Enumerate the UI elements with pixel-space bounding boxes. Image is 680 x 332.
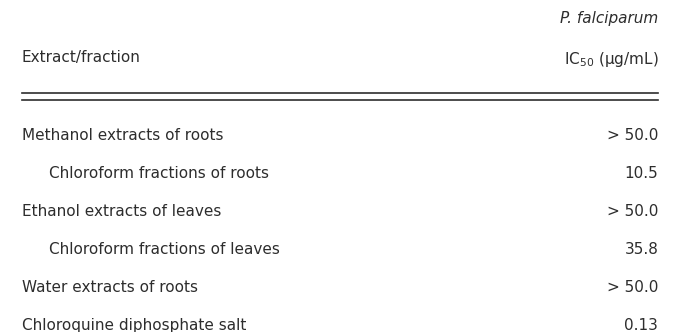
- Text: Ethanol extracts of leaves: Ethanol extracts of leaves: [22, 204, 221, 218]
- Text: 0.13: 0.13: [624, 317, 658, 332]
- Text: Chloroquine diphosphate salt: Chloroquine diphosphate salt: [22, 317, 246, 332]
- Text: Methanol extracts of roots: Methanol extracts of roots: [22, 127, 223, 142]
- Text: 10.5: 10.5: [624, 166, 658, 181]
- Text: P. falciparum: P. falciparum: [560, 11, 658, 26]
- Text: 35.8: 35.8: [624, 242, 658, 257]
- Text: Chloroform fractions of roots: Chloroform fractions of roots: [49, 166, 269, 181]
- Text: > 50.0: > 50.0: [607, 280, 658, 294]
- Text: Water extracts of roots: Water extracts of roots: [22, 280, 198, 294]
- Text: > 50.0: > 50.0: [607, 127, 658, 142]
- Text: IC$_{50}$ (μg/mL): IC$_{50}$ (μg/mL): [564, 50, 658, 69]
- Text: Chloroform fractions of leaves: Chloroform fractions of leaves: [49, 242, 279, 257]
- Text: > 50.0: > 50.0: [607, 204, 658, 218]
- Text: Extract/fraction: Extract/fraction: [22, 50, 141, 65]
